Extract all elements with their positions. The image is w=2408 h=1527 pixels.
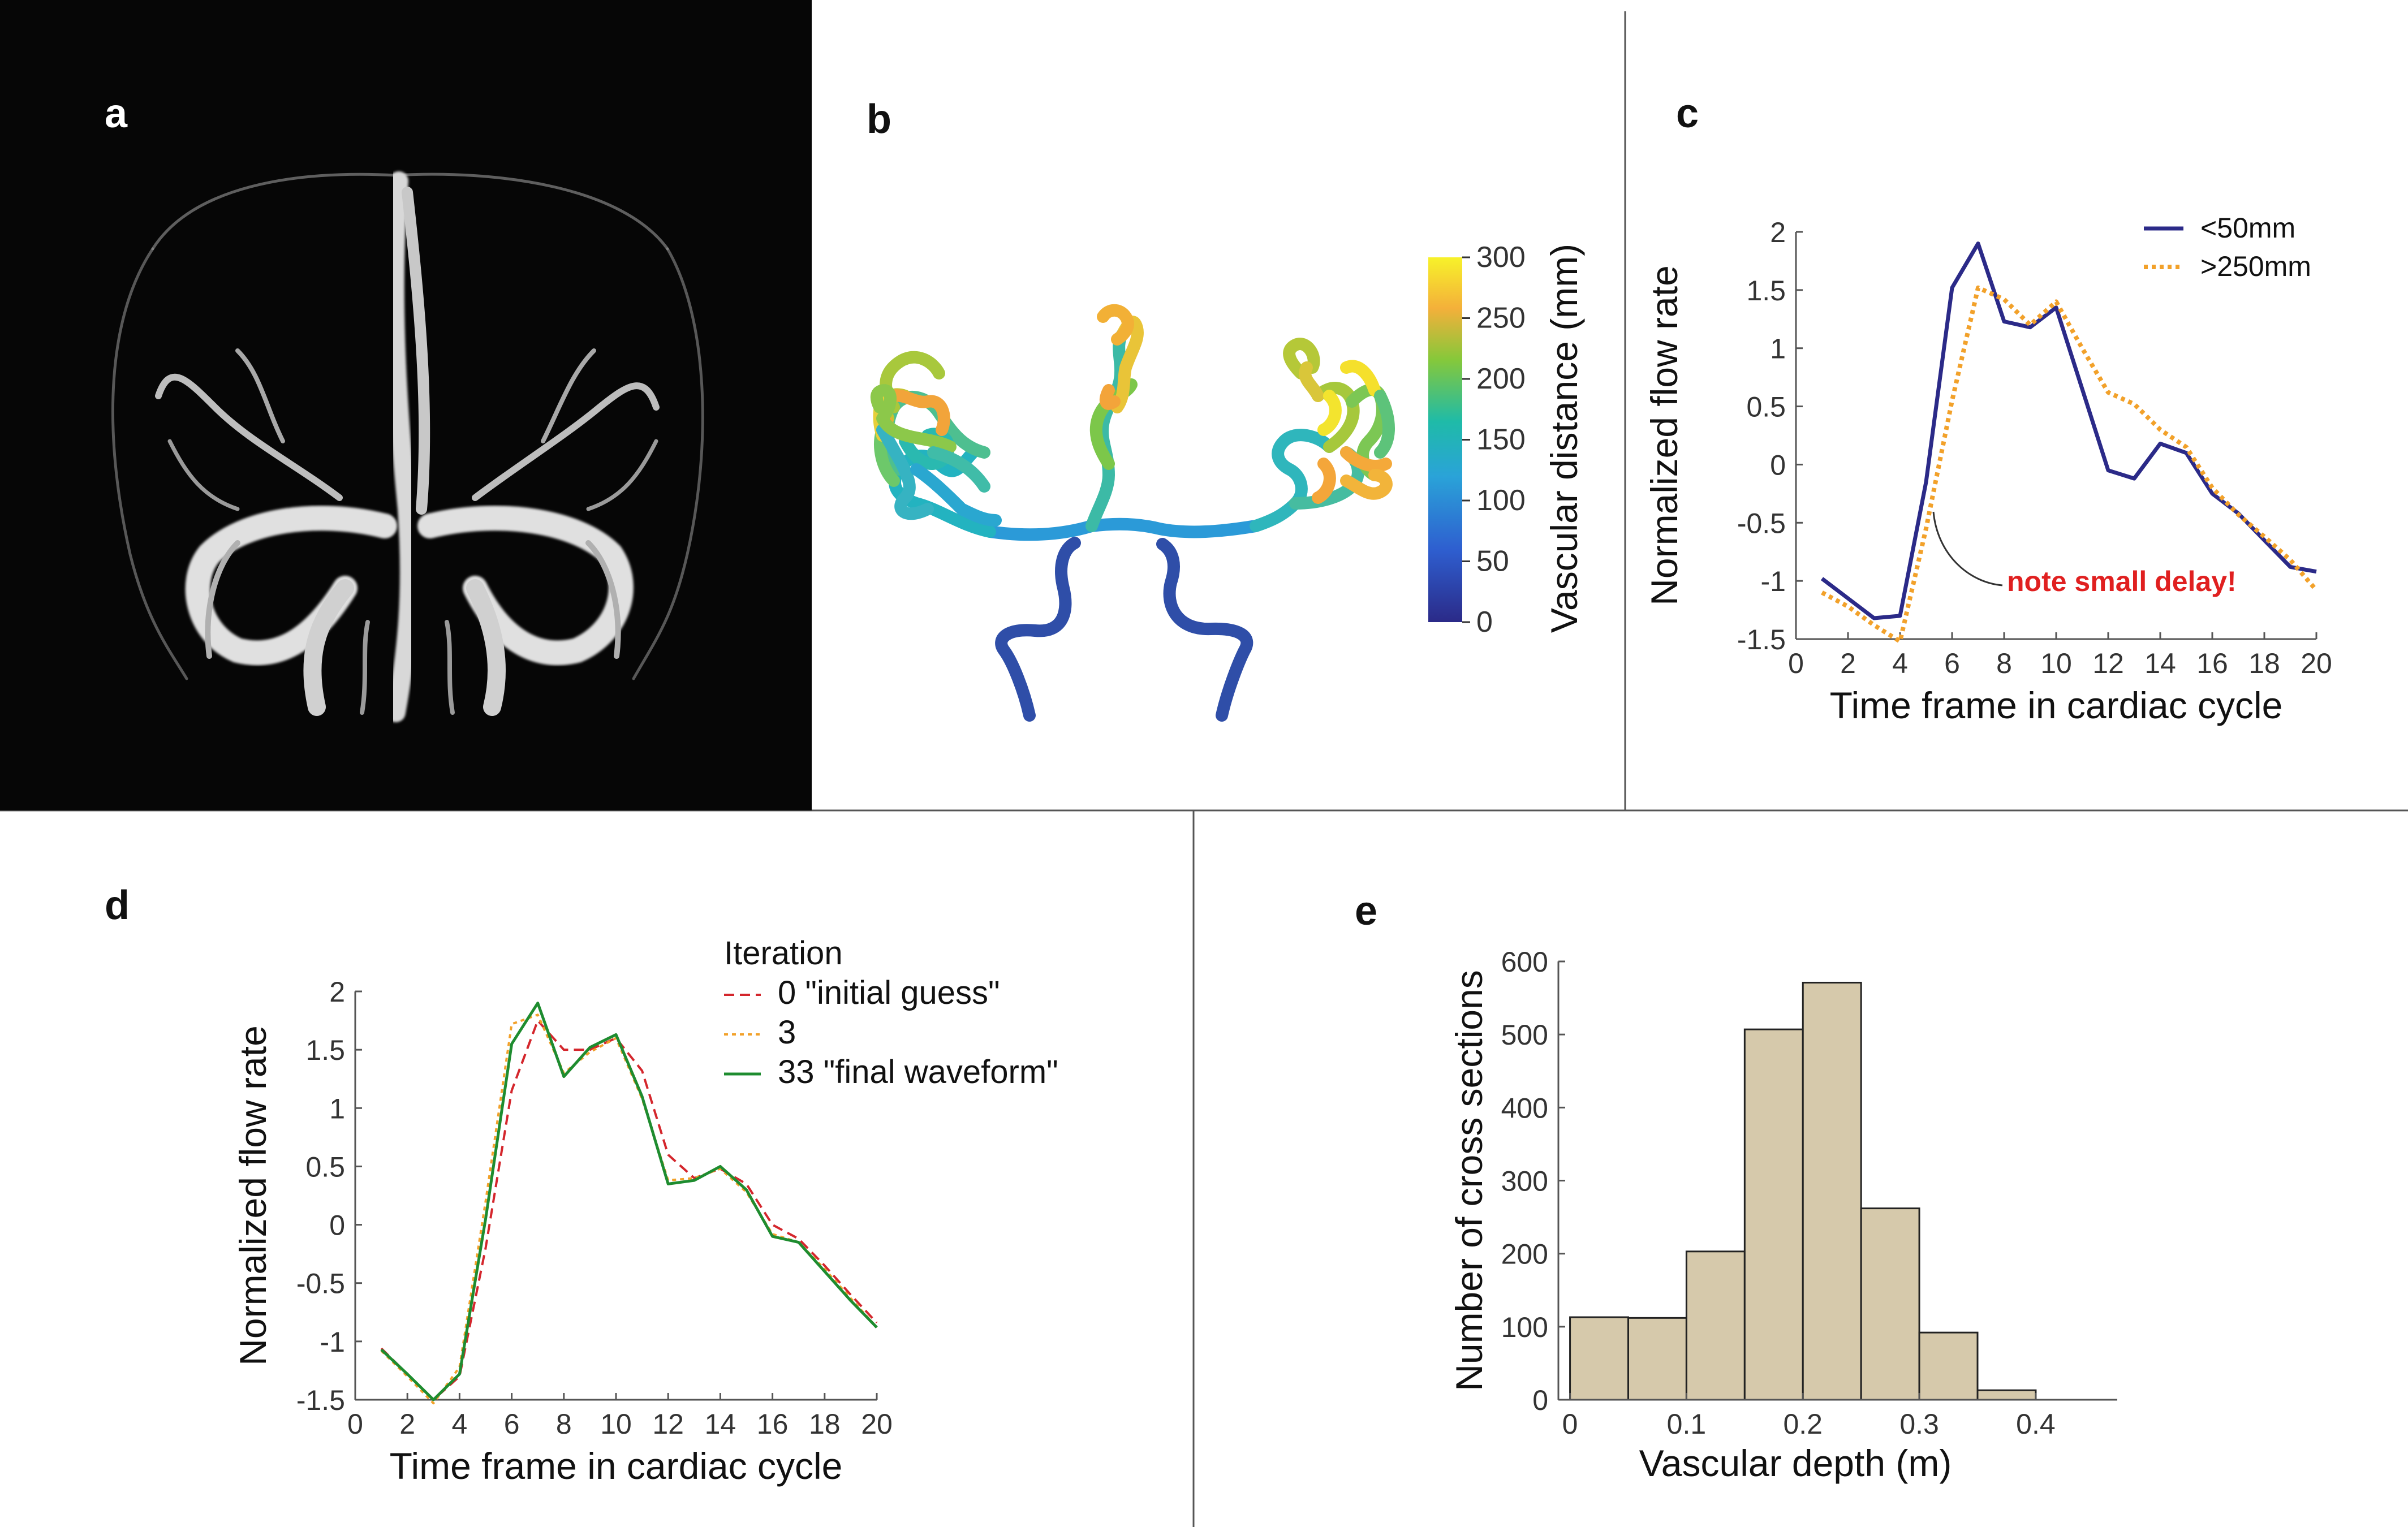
colorbar-tick-label: 0 — [1476, 606, 1493, 639]
histogram-bar — [1743, 1028, 1804, 1401]
legend-label-0: 0 "initial guess" — [778, 974, 1000, 1011]
legend-label-1: 3 — [778, 1014, 796, 1051]
histogram-bar — [1569, 1316, 1629, 1401]
x-tick-label: 10 — [600, 1408, 632, 1440]
x-axis-label: Time frame in cardiac cycle — [1830, 684, 2283, 726]
colorbar-tick-label: 250 — [1476, 302, 1526, 335]
y-tick-label: 200 — [1501, 1239, 1548, 1270]
y-axis-label: Normalized flow rate — [232, 1025, 274, 1366]
y-tick-label: 0 — [1532, 1384, 1548, 1416]
legend-label-1: >250mm — [2200, 251, 2311, 282]
colorbar-tick-label: 150 — [1476, 424, 1526, 456]
y-tick-label: -0.5 — [1737, 507, 1786, 539]
histogram-bar — [1976, 1389, 2037, 1401]
series-line-2 — [380, 1002, 878, 1401]
x-tick-label: 18 — [809, 1408, 841, 1440]
histogram-bar — [1685, 1250, 1746, 1401]
x-tick-label: 0.1 — [1667, 1408, 1707, 1440]
y-axis-label: Number of cross sections — [1448, 970, 1490, 1391]
legend-title: Iteration — [724, 935, 843, 972]
y-tick-label: 0.5 — [1746, 391, 1786, 423]
y-tick-label: 1 — [1770, 333, 1786, 365]
x-tick-label: 0.4 — [2016, 1408, 2056, 1440]
angiogram-vessels — [111, 171, 704, 722]
y-tick-label: 100 — [1501, 1312, 1548, 1343]
histogram-bar — [1860, 1207, 1920, 1401]
y-tick-label: 1.5 — [1746, 275, 1786, 307]
x-tick-label: 12 — [652, 1408, 684, 1440]
x-tick-label: 18 — [2248, 648, 2280, 679]
x-tick-label: 2 — [399, 1408, 415, 1440]
x-tick-label: 8 — [1996, 648, 2012, 679]
histogram-bar — [1802, 981, 1862, 1401]
x-tick-label: 4 — [1892, 648, 1908, 679]
vessel-tree-paths — [870, 304, 1395, 722]
y-tick-label: 500 — [1501, 1019, 1548, 1051]
panel-e-label: e — [1355, 888, 1377, 934]
x-tick-label: 12 — [2092, 648, 2124, 679]
annotation-leader-line — [1932, 511, 2003, 586]
y-tick-label: 300 — [1501, 1166, 1548, 1197]
histogram-bar — [1627, 1317, 1687, 1401]
x-tick-label: 0 — [1788, 648, 1804, 679]
x-tick-label: 16 — [2196, 648, 2228, 679]
y-tick-label: 0 — [1770, 449, 1786, 481]
y-tick-label: 2 — [329, 976, 345, 1008]
colorbar-tick-label: 100 — [1476, 484, 1526, 517]
y-tick-label: 1.5 — [305, 1034, 345, 1066]
x-tick-label: 0 — [1562, 1408, 1578, 1440]
x-tick-label: 14 — [2144, 648, 2176, 679]
x-tick-label: 0 — [347, 1408, 363, 1440]
series-line-1 — [1821, 285, 2319, 644]
panel-e-chart: e 0 0.1 0.2 0.3 0.4 600 500 400 300 200 100 0 Vascul… — [1355, 888, 2117, 1484]
y-axis-label: Normalized flow rate — [1643, 265, 1685, 606]
y-tick-label: 2 — [1770, 217, 1786, 248]
x-axis-label: Time frame in cardiac cycle — [390, 1445, 843, 1487]
x-tick-label: 14 — [705, 1408, 736, 1440]
legend-label-0: <50mm — [2200, 212, 2295, 244]
colorbar — [1428, 257, 1462, 622]
y-tick-label: 600 — [1501, 946, 1548, 978]
x-tick-label: 0.2 — [1783, 1408, 1823, 1440]
colorbar-title: Vascular distance (mm) — [1543, 244, 1585, 633]
colorbar-tick-label: 200 — [1476, 363, 1526, 395]
y-tick-label: -0.5 — [296, 1268, 345, 1300]
panel-c-chart: c note small delay! 0 2 4 6 8 10 12 14 16 18 2021.… — [1643, 91, 2332, 726]
y-tick-label: 0.5 — [305, 1151, 345, 1183]
x-tick-label: 10 — [2040, 648, 2072, 679]
series-line-0 — [1820, 241, 2317, 620]
histogram-bar — [1918, 1331, 1979, 1401]
panel-b-label: b — [867, 97, 891, 142]
x-tick-label: 6 — [504, 1408, 520, 1440]
x-tick-label: 8 — [556, 1408, 572, 1440]
legend-label-2: 33 "final waveform" — [778, 1054, 1058, 1090]
y-tick-label: -1 — [1761, 566, 1786, 597]
x-tick-label: 2 — [1840, 648, 1856, 679]
x-tick-label: 0.3 — [1899, 1408, 1939, 1440]
colorbar-tick-label: 300 — [1476, 241, 1526, 274]
y-tick-label: 1 — [329, 1093, 345, 1124]
panel-c-label: c — [1676, 91, 1699, 136]
x-tick-label: 16 — [757, 1408, 789, 1440]
y-tick-label: -1.5 — [296, 1384, 345, 1416]
delay-annotation: note small delay! — [2007, 566, 2237, 597]
y-tick-label: 0 — [329, 1210, 345, 1241]
panel-d-label: d — [105, 883, 130, 928]
panel-d-chart: d 0 2 4 6 8 10 12 14 16 18 20 2 1.5 1 0.5 0 -0.5 -1 -1.5 Ti… — [105, 883, 1058, 1487]
colorbar-tick-label: 50 — [1476, 545, 1509, 578]
x-tick-label: 20 — [861, 1408, 893, 1440]
x-tick-label: 6 — [1944, 648, 1960, 679]
x-tick-label: 20 — [2301, 648, 2332, 679]
y-tick-label: 400 — [1501, 1092, 1548, 1124]
panel-b-vessel-tree: b 300 250 200 150 100 50 0 Vascular distance (… — [867, 97, 1585, 722]
colorbar-ticks: 300 250 200 150 100 50 0 — [1462, 241, 1526, 639]
panel-a-label: a — [105, 91, 128, 136]
panel-a-angiogram: a — [0, 0, 812, 810]
y-tick-label: -1 — [320, 1326, 345, 1358]
x-axis-label: Vascular depth (m) — [1639, 1442, 1952, 1484]
x-tick-label: 4 — [451, 1408, 467, 1440]
y-tick-label: -1.5 — [1737, 624, 1786, 655]
